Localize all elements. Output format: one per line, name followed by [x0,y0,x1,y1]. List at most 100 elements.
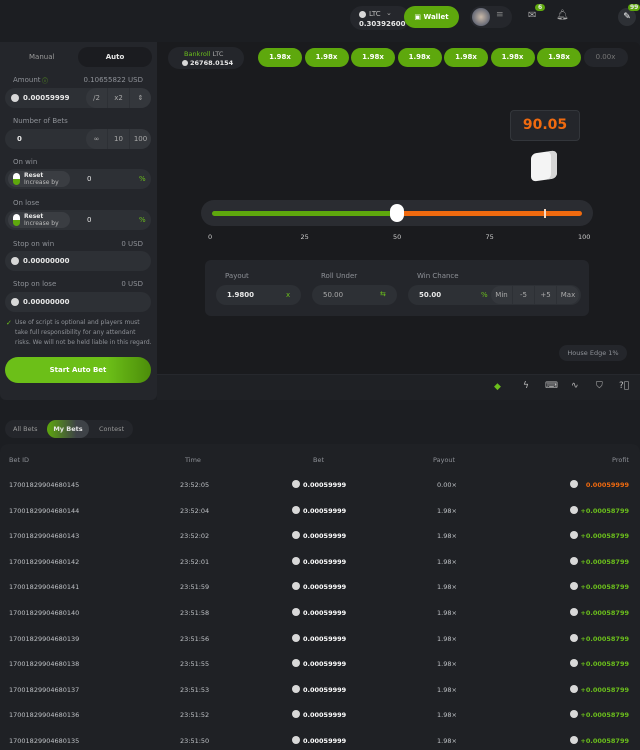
on-win-toggle[interactable]: Reset Increase by [8,171,70,187]
history-item[interactable]: 0.00x [583,48,628,67]
bankroll-value: 26768.0154 [190,59,234,67]
start-auto-bet-button[interactable]: Start Auto Bet [5,357,151,383]
win-chance-input[interactable]: 50.00 % Min -5 +5 Max [408,285,581,305]
history-item[interactable]: 1.98x [537,48,581,67]
roll-under-input[interactable]: 50.00 ⇆ [312,285,397,305]
tab-all-bets[interactable]: All Bets [13,425,38,433]
on-lose-toggle[interactable]: Reset Increase by [8,212,70,228]
start-label: Start Auto Bet [49,366,107,374]
bet-profit: +0.00058799 [580,634,629,643]
min-button[interactable]: Min [491,286,512,304]
table-row[interactable]: 17001829904680137 23:51:53 0.00059999 1.… [0,684,640,698]
table-row[interactable]: 17001829904680138 23:51:55 0.00059999 1.… [0,658,640,672]
bet-profit: +0.00058799 [580,660,629,669]
slider-win-range [212,211,397,216]
stop-on-win-input[interactable]: 0.00000000 [5,251,151,271]
win-chance-label: Win Chance [417,272,459,280]
game-area: Bankroll LTC 26768.0154 1.98x 1.98x 1.98x 1… [157,42,640,400]
lightning-icon[interactable]: ϟ [523,381,529,391]
tab-manual[interactable]: Manual [29,53,55,61]
tab-my-bets[interactable]: My Bets [47,420,89,438]
coin-icon [292,659,300,668]
col-bet: Bet [313,456,325,464]
mail-icon[interactable]: ✉ [528,10,537,21]
wallet-button[interactable]: ▣ Wallet [404,6,459,28]
currency-selector[interactable]: LTC ⌄ 0.30392600 [350,6,410,30]
bankroll-label: Bankroll [184,50,211,58]
chart-icon[interactable]: ∿ [571,381,579,391]
table-row[interactable]: 17001829904680135 23:51:50 0.00059999 1.… [0,735,640,749]
table-row[interactable]: 17001829904680142 23:52:01 0.00059999 1.… [0,556,640,570]
coin-icon [292,684,300,693]
bet-amount: 0.00059999 [303,685,347,694]
bet-time: 23:51:56 [180,634,210,643]
number-of-bets-input[interactable]: 0 ∞ 10 100 [5,129,151,149]
result-display: 90.05 [510,110,580,141]
on-win-value[interactable]: 0 [87,175,92,183]
roll-under-label: Roll Under [321,272,358,280]
tab-auto[interactable]: Auto [78,47,152,67]
bet-time: 23:51:52 [180,711,210,720]
history-item[interactable]: 1.98x [304,48,349,67]
tab-contest[interactable]: Contest [99,425,125,433]
table-row[interactable]: 17001829904680140 23:51:58 0.00059999 1.… [0,607,640,621]
bankroll-title: Bankroll LTC [184,50,223,58]
amount-input[interactable]: 0.00059999 /2 x2 ⇕ [5,88,151,108]
coin-icon [292,736,300,744]
on-lose-value[interactable]: 0 [87,216,92,224]
coin-icon [570,556,578,565]
bet-amount: 0.00059999 [303,481,347,489]
bet-payout: 1.98× [437,737,457,745]
bet-payout: 1.98× [437,532,457,541]
stepper-icon[interactable]: ⇕ [130,88,151,108]
bet-id: 17001829904680145 [9,481,80,489]
bell-icon[interactable]: 🔔︎ [556,10,569,21]
amount-value: 0.00059999 [23,94,70,102]
table-row[interactable]: 17001829904680141 23:51:59 0.00059999 1.… [0,581,640,595]
history-item[interactable]: 1.98x [444,48,488,67]
table-row[interactable]: 17001829904680144 23:52:04 0.00059999 1.… [0,505,640,519]
swap-icon[interactable]: ⇆ [380,290,386,298]
fairness-icon[interactable]: ⛉ [596,381,603,391]
stop-on-lose-input[interactable]: 0.00000000 [5,292,151,312]
bet-time: 23:52:01 [180,557,210,566]
table-row[interactable]: 17001829904680145 23:52:05 0.00059999 0.… [0,479,640,493]
plus-5-button[interactable]: +5 [535,286,556,304]
slider-handle[interactable] [390,204,404,222]
bet-payout: 1.98× [437,660,457,669]
history-item[interactable]: 1.98x [490,48,535,67]
help-icon[interactable]: ?⃝ [619,381,630,391]
bets-10-button[interactable]: 10 [108,129,129,149]
double-button[interactable]: x2 [108,88,129,108]
col-profit: Profit [612,456,629,464]
history-item[interactable]: 1.98x [351,48,395,67]
chat-icon[interactable]: ✎ [618,8,636,26]
bet-profit: +0.00058799 [580,737,629,745]
bet-time: 23:51:59 [180,583,210,592]
max-button[interactable]: Max [557,286,579,304]
minus-5-button[interactable]: -5 [513,286,534,304]
profile-menu[interactable]: ≡ [470,6,512,28]
table-row[interactable]: 17001829904680143 23:52:02 0.00059999 1.… [0,530,640,544]
coin-icon [292,582,300,591]
wallet-label: Wallet [423,13,449,21]
stop-lose-value: 0.00000000 [23,298,70,306]
table-row[interactable]: 17001829904680139 23:51:56 0.00059999 1.… [0,633,640,647]
amount-label: Amount [13,76,41,84]
bets-infinite-button[interactable]: ∞ [86,129,107,149]
info-icon[interactable]: ⓘ [42,78,49,85]
bet-amount: 0.00059999 [303,506,347,515]
payout-input[interactable]: 1.9800 x [216,285,301,305]
coin-icon [292,505,300,514]
history-item[interactable]: 1.98x [397,48,442,67]
bets-table: Bet ID Time Bet Payout Profit 1700182990… [0,444,640,750]
bets-100-button[interactable]: 100 [130,129,151,149]
bet-time: 23:52:02 [180,532,210,541]
half-button[interactable]: /2 [86,88,107,108]
table-row[interactable]: 17001829904680136 23:51:52 0.00059999 1.… [0,709,640,723]
bets-value: 0 [17,135,22,143]
history-item[interactable]: 1.98x [258,48,302,67]
bet-profit: +0.00058799 [580,583,629,592]
keyboard-icon[interactable]: ⌨ [545,381,558,391]
live-stats-icon[interactable]: ◆ [494,382,501,392]
